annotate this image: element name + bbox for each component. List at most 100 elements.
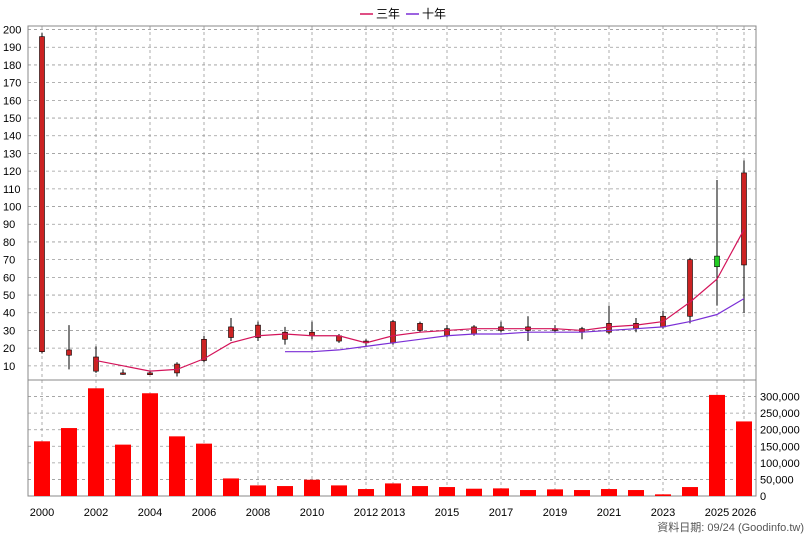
- candle-2017: [498, 321, 504, 333]
- price-tick-label: 70: [3, 255, 15, 267]
- candle-body: [282, 331, 288, 340]
- price-tick-label: 30: [3, 325, 15, 337]
- price-tick-label: 20: [3, 343, 15, 355]
- volume-axis-ticks: 0 50,000 100,000 150,000 200,000 250,000 300,0…: [760, 392, 800, 503]
- price-tick-label: 90: [3, 219, 15, 231]
- price-tick-label: 40: [3, 308, 15, 320]
- volume-tick-label: 0: [760, 491, 766, 503]
- price-grid: [28, 26, 756, 496]
- candle-2024: [687, 257, 693, 324]
- candle-2006: [201, 335, 207, 363]
- candle-body: [93, 356, 99, 372]
- volume-tick-label: 300,000: [760, 392, 800, 404]
- volume-tick-label: 100,000: [760, 458, 800, 470]
- volume-bar: [358, 489, 374, 496]
- volume-tick-label: 250,000: [760, 408, 800, 420]
- candle-2014: [417, 321, 423, 333]
- candle-2002: [93, 346, 99, 373]
- volume-bar: [331, 485, 347, 496]
- candle-body: [147, 372, 153, 375]
- x-tick-label: 2023: [651, 507, 675, 519]
- price-tick-label: 130: [3, 148, 21, 160]
- price-tick-label: 180: [3, 60, 21, 72]
- volume-bar: [547, 489, 563, 496]
- candle-body: [633, 323, 639, 329]
- candle-2026: [741, 160, 747, 313]
- volume-bar: [520, 490, 536, 496]
- volume-tick-label: 50,000: [760, 474, 794, 486]
- volume-bar: [169, 436, 185, 496]
- price-tick-label: 110: [3, 184, 21, 196]
- volume-bar: [61, 428, 77, 496]
- candle-body: [741, 172, 747, 266]
- ten-year-line: [285, 298, 745, 353]
- volume-bar: [142, 393, 158, 496]
- price-tick-label: 200: [3, 25, 21, 37]
- x-tick-label: 2015: [435, 507, 459, 519]
- volume-plot-frame: [27, 379, 757, 497]
- candle-body: [687, 259, 693, 317]
- candle-2020: [579, 326, 585, 340]
- volume-tick-label: 150,000: [760, 441, 800, 453]
- candle-body: [390, 321, 396, 344]
- x-tick-label: 2010: [300, 507, 324, 519]
- volume-bar: [628, 490, 644, 496]
- price-tick-label: 160: [3, 95, 21, 107]
- volume-bar: [439, 487, 455, 496]
- volume-bar: [493, 488, 509, 496]
- three-year-line: [95, 229, 745, 372]
- data-date-credit: 資料日期: 09/24 (Goodinfo.tw): [657, 520, 804, 534]
- volume-bar: [115, 444, 131, 496]
- volume-bar: [682, 487, 698, 496]
- candle-body: [255, 324, 261, 338]
- volume-bar: [736, 421, 752, 496]
- legend-three-year-label: 三年: [376, 7, 400, 21]
- x-tick-label: 2002: [84, 507, 108, 519]
- volume-tick-label: 200,000: [760, 425, 800, 437]
- volume-bar: [250, 485, 266, 496]
- price-tick-label: 100: [3, 202, 21, 214]
- volume-bar: [655, 494, 671, 496]
- price-tick-label: 140: [3, 131, 21, 143]
- candle-body: [417, 323, 423, 331]
- volume-bar: [412, 486, 428, 496]
- x-tick-label: 2019: [543, 507, 567, 519]
- volume-bar: [709, 394, 725, 496]
- price-axis-ticks: 10 20 30 40 50 60 70 80 90 100 110 120 130 140 150 160 1…: [3, 25, 21, 373]
- candle-body: [39, 36, 45, 352]
- price-tick-label: 10: [3, 361, 15, 373]
- volume-bar: [34, 441, 50, 496]
- candle-body: [66, 349, 72, 356]
- price-tick-label: 80: [3, 237, 15, 249]
- candle-body: [120, 372, 126, 375]
- candle-body: [201, 338, 207, 361]
- x-tick-label: 2012: [354, 507, 378, 519]
- candle-2008: [255, 321, 261, 342]
- volume-bar: [304, 479, 320, 496]
- legend: 三年 十年: [360, 7, 446, 21]
- candle-body: [714, 255, 720, 268]
- volume-bar: [466, 488, 482, 496]
- volume-bar: [601, 489, 617, 496]
- volume-bar: [88, 388, 104, 496]
- volume-grid: [28, 396, 756, 497]
- price-tick-label: 150: [3, 113, 21, 125]
- volume-bar: [223, 478, 239, 496]
- x-tick-label: 2004: [138, 507, 162, 519]
- candle-2000: [39, 33, 45, 354]
- x-tick-label: 2025: [705, 507, 729, 519]
- volume-bars: [34, 388, 752, 496]
- volume-bar: [574, 490, 590, 496]
- volume-bar: [277, 486, 293, 496]
- candle-2013: [390, 319, 396, 345]
- candle-2009: [282, 326, 288, 345]
- price-tick-label: 190: [3, 42, 21, 54]
- price-tick-label: 50: [3, 290, 15, 302]
- x-tick-label: 2017: [489, 507, 513, 519]
- x-axis-labels: 2000 2002 2004 2006 2008 2010 2012 2013 2015 2017…: [30, 507, 756, 519]
- candle-body: [471, 326, 477, 335]
- price-tick-label: 120: [3, 166, 21, 178]
- x-tick-label: 2008: [246, 507, 270, 519]
- price-tick-label: 60: [3, 272, 15, 284]
